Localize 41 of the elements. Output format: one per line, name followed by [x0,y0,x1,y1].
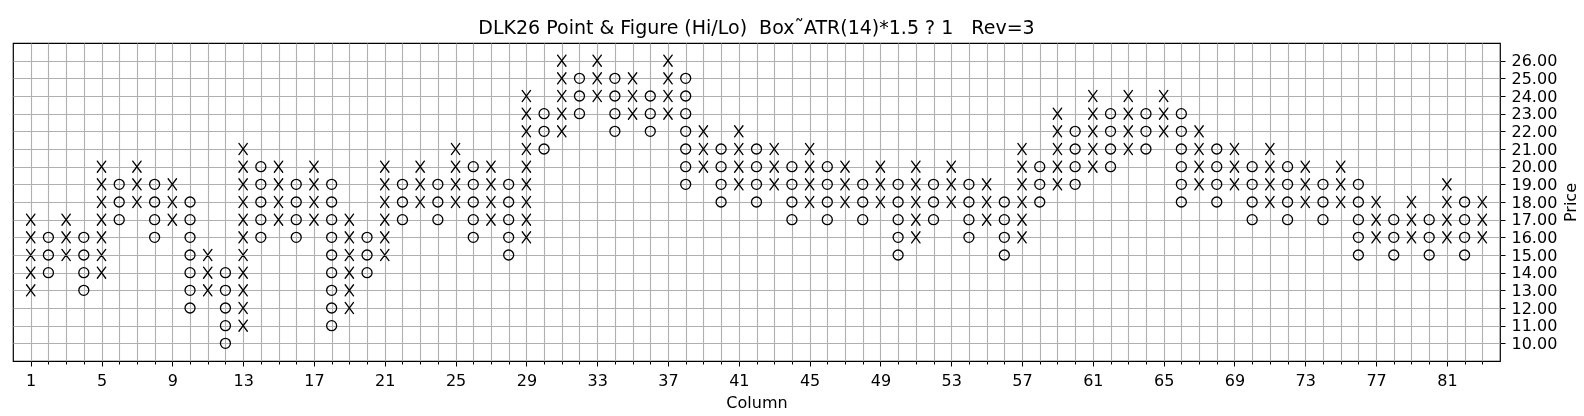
y-tick-label: 24.00 [1511,86,1558,106]
x-tick-label: 25 [445,370,467,390]
x-tick-label: 77 [1366,370,1387,390]
y-tick-label: 14.00 [1511,263,1558,283]
x-tick-label: 21 [375,370,396,390]
y-tick-label: 20.00 [1511,157,1558,177]
y-tick-label: 23.00 [1511,104,1558,124]
x-tick-label: 13 [233,370,254,390]
x-tick-label: 57 [1012,370,1033,390]
y-tick-label: 17.00 [1511,210,1558,230]
y-tick-label: 11.00 [1511,316,1558,336]
x-tick-label: 9 [167,370,178,390]
x-axis-title: Column [726,392,788,412]
x-tick-label: 41 [729,370,750,390]
y-tick-label: 16.00 [1511,227,1558,247]
y-tick-label: 13.00 [1511,280,1558,300]
x-tick-label: 45 [799,370,821,390]
x-tick-label: 61 [1083,370,1104,390]
x-tick-label: 33 [587,370,608,390]
y-tick-label: 10.00 [1511,333,1558,353]
x-tick-label: 81 [1437,370,1458,390]
x-tick-label: 37 [658,370,679,390]
x-tick-label: 49 [870,370,892,390]
y-tick-label: 15.00 [1511,245,1558,265]
y-tick-label: 19.00 [1511,174,1558,194]
x-tick-label: 73 [1295,370,1316,390]
y-axis-title: Price [1560,182,1580,223]
x-tick-label: 65 [1153,370,1175,390]
x-tick-label: 29 [516,370,538,390]
x-tick-label: 53 [941,370,962,390]
y-tick-label: 18.00 [1511,192,1558,212]
y-tick-label: 26.00 [1511,51,1558,71]
y-tick-label: 21.00 [1511,139,1558,159]
y-tick-label: 12.00 [1511,298,1558,318]
x-tick-label: 69 [1224,370,1246,390]
x-tick-label: 17 [304,370,325,390]
y-tick-label: 25.00 [1511,68,1558,88]
x-tick-label: 1 [26,370,37,390]
y-tick-label: 22.00 [1511,121,1558,141]
chart-title: DLK26 Point & Figure (Hi/Lo) Box˜ATR(14)*1.5 ? 1 Rev=3 [478,16,1035,38]
x-tick-label: 5 [96,370,108,390]
